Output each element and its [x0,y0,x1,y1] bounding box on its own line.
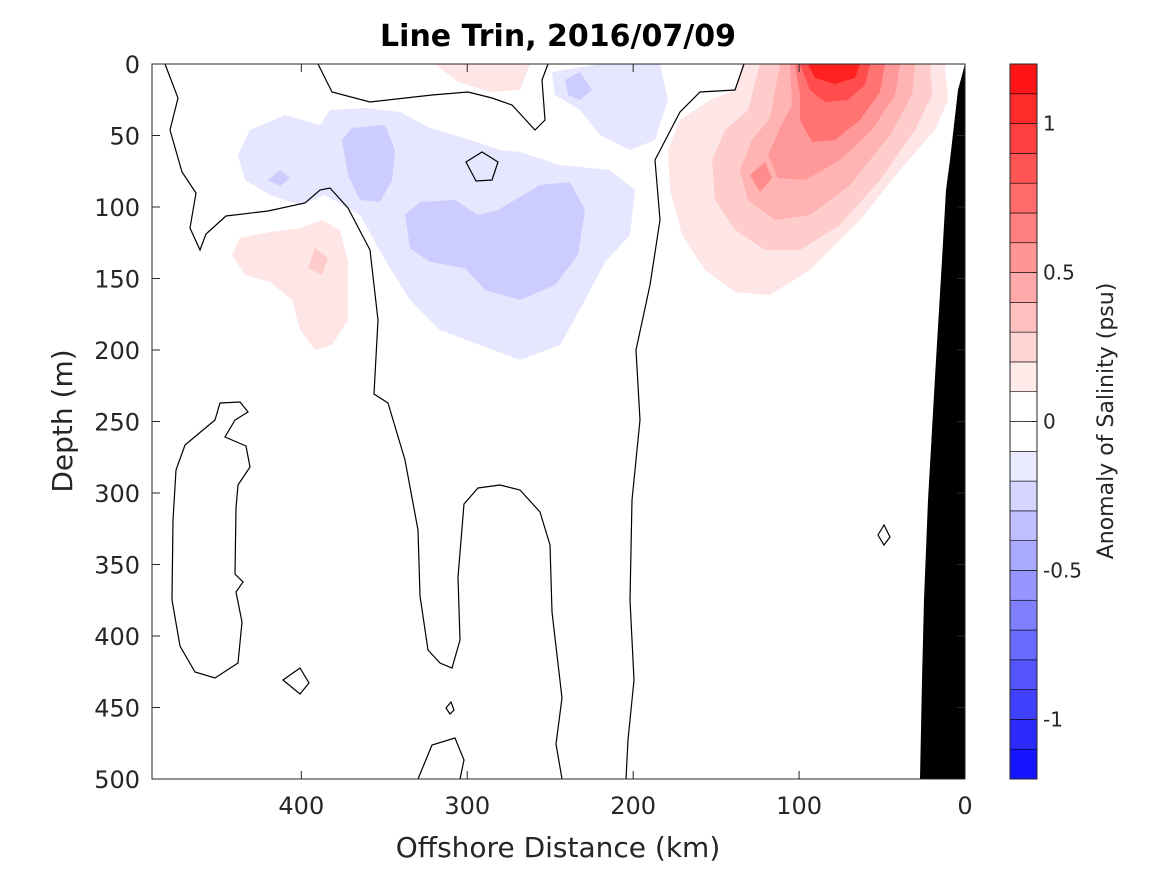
colorbar-band [1009,719,1038,750]
y-tick-label: 200 [94,337,140,365]
colorbar-band [1009,302,1038,333]
colorbar-band [1009,272,1038,303]
chart-title: Line Trin, 2016/07/09 [380,19,736,54]
colorbar-tick-label: 0 [1043,410,1056,434]
zero-contour-loop-3 [445,700,455,715]
colorbar-band [1009,421,1038,452]
colorbar-band [1009,242,1038,273]
y-tick-label: 350 [94,552,140,580]
colorbar-band [1009,93,1038,124]
zero-contour-loop-2 [282,667,310,695]
negative-contour-0.2 [342,125,395,202]
zero-contour-eddy [171,401,251,679]
x-tick-label: 200 [610,792,656,820]
colorbar [1009,63,1038,780]
zero-contour-loop-1 [465,151,499,182]
y-tick-label: 0 [125,51,140,79]
bathymetry-shelf [920,64,965,779]
colorbar-ticks: 1 0.5 0 -0.5 -1 [1031,112,1082,731]
zero-contour-central [625,63,745,780]
x-axis-label: Offshore Distance (km) [396,831,721,864]
y-tick-label: 100 [94,194,140,222]
zero-contour-loop-4 [877,523,891,547]
contour-fills [232,64,948,360]
colorbar-tick-label: 0.5 [1043,261,1075,285]
positive-contour-0.5-lobe [750,162,772,192]
colorbar-band [1009,748,1038,780]
colorbar-band [1009,629,1038,661]
colorbar-band [1009,182,1038,214]
colorbar-band [1009,123,1038,154]
y-axis-label: Depth (m) [46,349,79,492]
negative-contour-0.2-small [268,170,290,186]
colorbar-band [1009,689,1038,720]
positive-offshore-0.2 [308,248,328,275]
x-axis: 400 300 200 100 0 [278,64,973,820]
y-tick-label: 50 [109,123,140,151]
x-tick-label: 400 [278,792,324,820]
colorbar-tick-label: 1 [1043,112,1056,136]
colorbar-tick-label: -0.5 [1043,558,1082,582]
y-tick-label: 500 [94,766,140,794]
colorbar-band [1009,450,1038,482]
zero-contour-west [164,63,563,780]
colorbar-band [1009,63,1038,95]
y-axis: 0 50 100 150 200 250 300 350 400 450 500 [94,51,965,794]
zero-contours [164,63,891,780]
x-tick-label: 300 [444,792,490,820]
colorbar-band [1009,212,1038,244]
colorbar-band [1009,599,1038,631]
plot-area [151,63,966,780]
colorbar-band [1009,659,1038,690]
colorbar-band [1009,570,1038,601]
colorbar-band [1009,361,1038,393]
y-tick-label: 300 [94,480,140,508]
y-tick-label: 450 [94,695,140,723]
zero-contour-bottom [417,737,465,780]
colorbar-tick-label: -1 [1043,707,1063,731]
zero-contour-surface [317,63,549,131]
colorbar-band [1009,540,1038,571]
colorbar-label: Anomaly of Salinity (psu) [1094,283,1119,560]
positive-contour-1.0 [808,64,860,84]
y-tick-label: 400 [94,623,140,651]
colorbar-band [1009,331,1038,363]
colorbar-band [1009,391,1038,422]
y-tick-label: 150 [94,266,140,294]
x-tick-label: 100 [776,792,822,820]
colorbar-band [1009,480,1038,512]
negative-surface-patch-0.2 [565,72,592,100]
positive-surface-patch [435,64,530,92]
colorbar-band [1009,153,1038,184]
negative-contour-0.2-central [405,182,585,300]
y-tick-label: 250 [94,409,140,437]
x-tick-label: 0 [957,792,972,820]
colorbar-band [1009,510,1038,541]
